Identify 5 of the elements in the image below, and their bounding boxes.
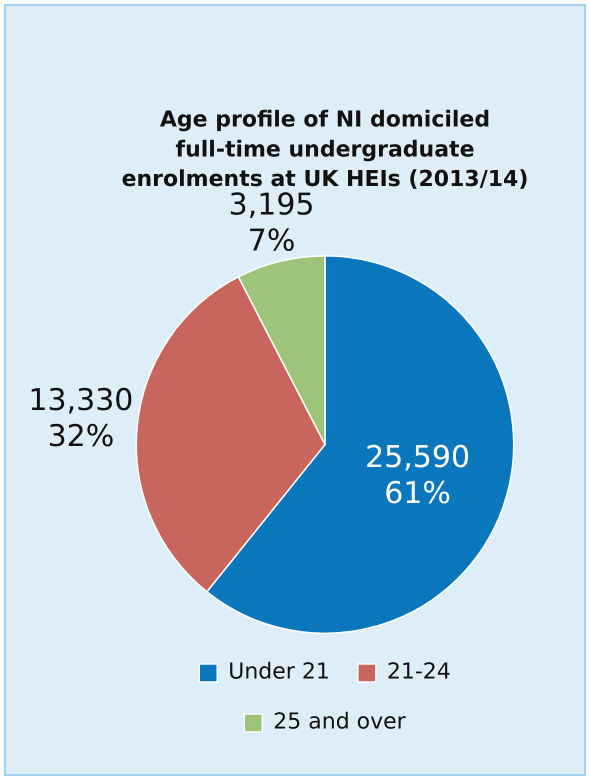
legend-label: 21-24 — [386, 660, 451, 685]
data-label: 13,330 32% — [28, 382, 134, 454]
data-label: 25,590 61% — [365, 440, 470, 511]
legend-label: Under 21 — [228, 660, 330, 685]
legend-label: 25 and over — [273, 710, 407, 735]
